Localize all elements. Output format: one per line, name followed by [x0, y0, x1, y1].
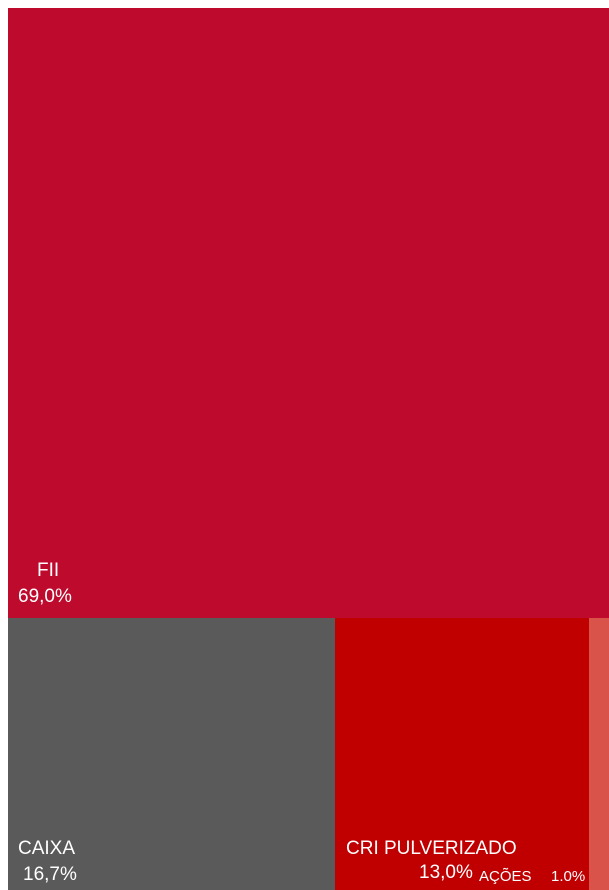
label-caixa-value: 16,7%	[23, 864, 77, 885]
tile-cri-pulverizado: CRI PULVERIZADO 13,0%	[335, 618, 589, 890]
label-caixa-name: CAIXA	[18, 838, 76, 859]
label-acoes-name: AÇÕES	[479, 868, 532, 885]
label-fii-value: 69,0%	[18, 586, 72, 607]
label-cri-pulverizado-name: CRI PULVERIZADO	[346, 838, 517, 859]
label-fii-name: FII	[37, 560, 60, 581]
label-acoes-value: 1.0%	[551, 868, 586, 885]
treemap-chart: FII 69,0% CAIXA 16,7% CRI PULVERIZADO 13…	[8, 8, 609, 890]
label-cri-pulverizado-value: 13,0%	[419, 862, 473, 883]
tile-caixa: CAIXA 16,7%	[8, 618, 335, 890]
tile-acoes: AÇÕES 1.0%	[479, 618, 609, 890]
tile-fii: FII 69,0%	[8, 8, 609, 618]
